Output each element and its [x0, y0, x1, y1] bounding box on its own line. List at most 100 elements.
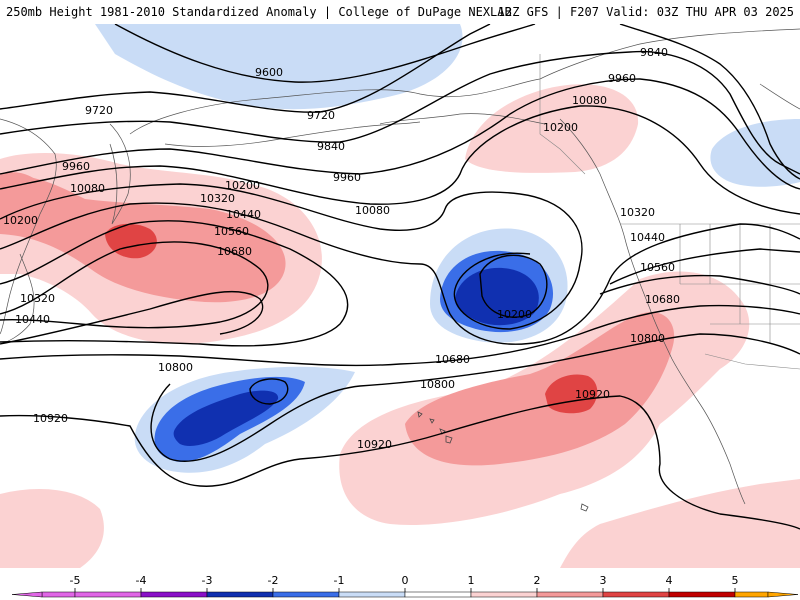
coastline-alaska-north — [129, 78, 541, 135]
anomaly-neg-east — [710, 119, 800, 187]
contour-label: 10320 — [200, 192, 235, 205]
legend-tick-label: 4 — [666, 574, 673, 587]
contour-label: 10320 — [20, 292, 55, 305]
contour-10080 — [0, 105, 800, 215]
legend-tick-label: 2 — [534, 574, 541, 587]
contour-10560-east — [599, 274, 800, 295]
anomaly-pos-south — [560, 479, 800, 568]
coastline-bc — [559, 118, 701, 405]
legend-tick-label: 3 — [600, 574, 607, 587]
height-contours — [0, 24, 800, 530]
legend-color-bar — [11, 591, 799, 598]
contour-9960 — [0, 78, 800, 190]
contour-9840 — [0, 51, 631, 143]
anomaly-shading — [0, 24, 800, 568]
border-state-grid — [679, 224, 800, 344]
contour-label: 10680 — [217, 245, 252, 258]
contour-label: 9840 — [640, 46, 668, 59]
legend-swatch — [668, 591, 736, 598]
contour-label: 9840 — [317, 140, 345, 153]
legend-tick-label: -3 — [202, 574, 213, 587]
contour-10200 — [0, 183, 583, 330]
contour-10320 — [0, 202, 800, 345]
contour-9840-east — [629, 50, 800, 175]
contour-10440 — [0, 220, 349, 347]
contour-10800 — [150, 333, 800, 462]
contour-label: 10200 — [225, 179, 260, 192]
contour-label: 10680 — [435, 353, 470, 366]
legend-arrow-left — [11, 591, 43, 598]
contour-label: 10440 — [15, 313, 50, 326]
legend-swatch — [140, 591, 208, 598]
island-guadalupe — [580, 503, 589, 512]
legend-tick-label: -4 — [136, 574, 147, 587]
island-kauai — [417, 411, 423, 418]
contour-label: 10320 — [620, 206, 655, 219]
anomaly-neg-pacific-core — [173, 390, 279, 446]
legend-swatch — [404, 591, 472, 598]
legend-swatch — [470, 591, 538, 598]
contour-10200-inner — [479, 254, 548, 318]
contour-label: 9960 — [62, 160, 90, 173]
header-bar: 250mb Height 1981-2010 Standardized Anom… — [0, 0, 800, 24]
contour-label: 9720 — [85, 104, 113, 117]
contour-label: 9720 — [307, 109, 335, 122]
legend-swatch — [734, 591, 769, 598]
legend-swatch — [536, 591, 604, 598]
legend-swatch — [272, 591, 340, 598]
political-borders — [539, 54, 800, 370]
contour-label: 10200 — [543, 121, 578, 134]
hawaii-islands — [417, 411, 589, 512]
contour-label: 10560 — [640, 261, 675, 274]
legend-tick-label: 0 — [402, 574, 409, 587]
anomaly-neg-low-core — [455, 267, 539, 326]
contour-10800-loop — [249, 378, 289, 405]
contour-10920 — [0, 395, 800, 530]
contour-label: 10920 — [357, 438, 392, 451]
contour-label: 9960 — [608, 72, 636, 85]
contour-10680 — [0, 290, 264, 345]
contour-label: 9960 — [333, 171, 361, 184]
anomaly-neg-north — [95, 24, 463, 110]
contour-label: 10200 — [497, 308, 532, 321]
contour-label: 10800 — [630, 332, 665, 345]
coastline-baja — [699, 403, 746, 505]
map-canvas: 9600 9720 9720 9840 9840 9960 9960 9960 … — [0, 24, 800, 568]
coastline-hudson — [759, 83, 800, 110]
legend-tick-label: -1 — [334, 574, 345, 587]
island-bigisland — [445, 435, 453, 444]
legend-ticks: -5 -4 -3 -2 -1 0 1 2 3 4 5 — [70, 574, 739, 592]
legend-swatch — [206, 591, 274, 598]
contour-9720 — [0, 24, 491, 113]
border-alaska-canada — [539, 54, 586, 175]
contour-label: 10200 — [3, 214, 38, 227]
contour-label: 10560 — [214, 225, 249, 238]
legend-swatch — [602, 591, 670, 598]
anomaly-pos-japan-core — [0, 172, 47, 234]
contour-label: 10440 — [630, 231, 665, 244]
legend-arrow-right — [767, 591, 799, 598]
contour-10440-east — [609, 248, 800, 285]
legend-tick-label: 5 — [732, 574, 739, 587]
border-us-mexico — [704, 353, 800, 370]
coastline-asia — [0, 118, 57, 335]
contour-label: 10440 — [226, 208, 261, 221]
coastlines — [0, 28, 800, 505]
contour-label: 10920 — [575, 388, 610, 401]
contour-label: 9600 — [255, 66, 283, 79]
map-title: 250mb Height 1981-2010 Standardized Anom… — [6, 5, 512, 19]
anomaly-pos-southwest — [0, 489, 104, 568]
contour-label: 10800 — [158, 361, 193, 374]
contour-label: 10680 — [645, 293, 680, 306]
contour-label: 10800 — [420, 378, 455, 391]
legend-swatch — [74, 591, 142, 598]
coastline-canada-north — [539, 28, 800, 80]
island-oahu — [429, 418, 435, 424]
legend-tick-label: -2 — [268, 574, 279, 587]
contour-label: 10080 — [70, 182, 105, 195]
coastline-kamchatka — [109, 123, 131, 225]
contour-label: 10920 — [33, 412, 68, 425]
contour-9600 — [114, 24, 536, 83]
contour-label: 10080 — [355, 204, 390, 217]
